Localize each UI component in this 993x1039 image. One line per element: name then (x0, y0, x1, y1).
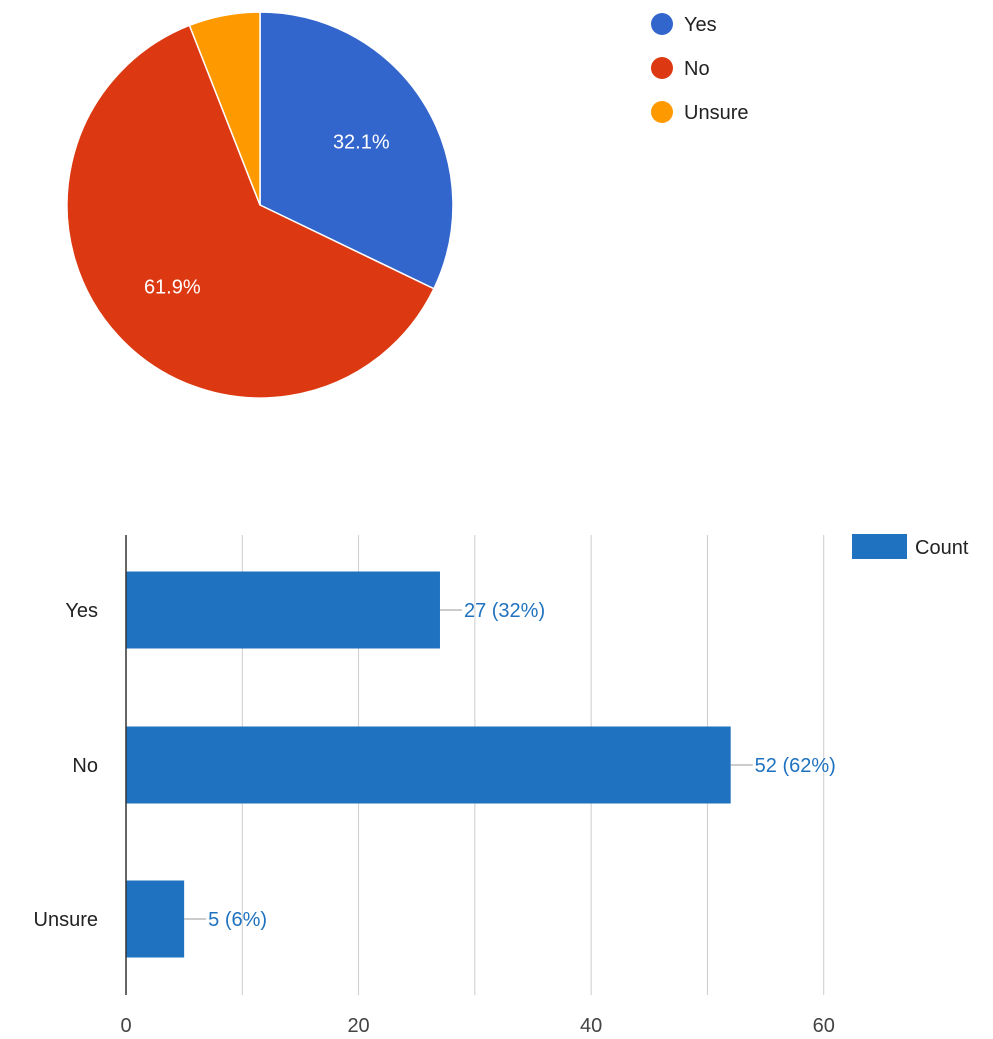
bar-legend-swatch (852, 534, 907, 559)
bar-category-label: Yes (65, 600, 98, 622)
pie-chart: 32.1% 61.9% (66, 11, 454, 399)
bar-series: 27 (32%) Yes 52 (62%) No 5 (6%) Unsure (34, 571, 836, 958)
pie-legend-label: Unsure (684, 102, 748, 124)
bar-category-label: No (72, 755, 98, 777)
bar-yes (126, 571, 440, 649)
bar-group-no: 52 (62%) No (72, 726, 836, 804)
pie-slice-yes (259, 11, 454, 290)
pie-legend-swatch (651, 57, 673, 79)
pie-slice-label-no: 61.9% (144, 276, 201, 298)
pie-legend-item-yes: Yes (651, 13, 717, 36)
pie-legend-label: Yes (684, 14, 717, 36)
bar-legend: Count (852, 534, 969, 559)
bar-legend-label: Count (915, 537, 969, 559)
bar-group-yes: 27 (32%) Yes (65, 571, 545, 649)
pie-legend-swatch (651, 13, 673, 35)
pie-legend-swatch (651, 101, 673, 123)
pie-slice-no (66, 24, 435, 399)
bar-unsure (126, 880, 185, 958)
bar-x-tick-label: 60 (813, 1015, 835, 1037)
pie-legend-item-unsure: Unsure (651, 101, 748, 124)
pie-slice-unsure (188, 11, 261, 206)
bar-data-label: 52 (62%) (755, 755, 836, 777)
pie-legend-item-no: No (651, 57, 710, 80)
bar-axes: 0 20 40 60 (120, 535, 835, 1037)
bar-category-label: Unsure (34, 909, 98, 931)
bar-data-label: 27 (32%) (464, 600, 545, 622)
pie-legend: Yes No Unsure (651, 13, 748, 124)
bar-legend-item-count: Count (852, 534, 969, 559)
bar-x-tick-label: 40 (580, 1015, 602, 1037)
bar-x-tick-label: 0 (120, 1015, 131, 1037)
pie-legend-label: No (684, 58, 710, 80)
pie-slice-label-yes: 32.1% (333, 131, 390, 153)
bar-no (126, 726, 731, 804)
bar-x-tick-label: 20 (347, 1015, 369, 1037)
bar-group-unsure: 5 (6%) Unsure (34, 880, 267, 958)
bar-data-label: 5 (6%) (208, 909, 267, 931)
